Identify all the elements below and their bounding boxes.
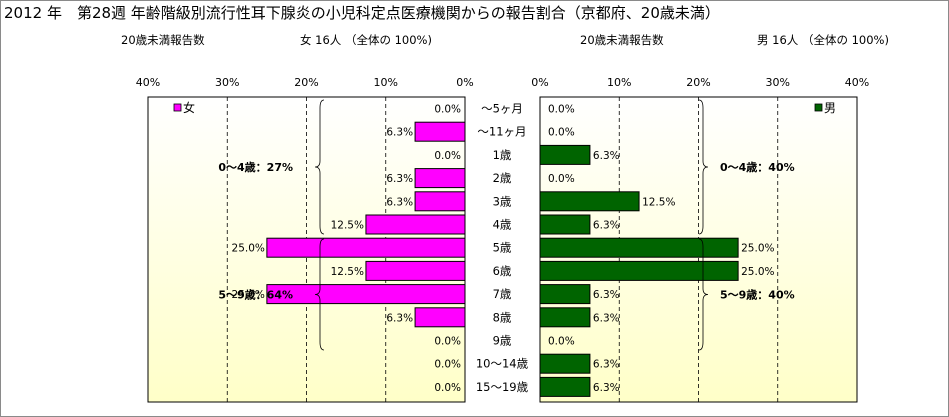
male-annotation: 0～4歳：40%: [720, 160, 795, 174]
male-value-label: 0.0%: [548, 104, 575, 116]
male-tick-label: 40%: [845, 76, 869, 89]
female-bar: [414, 168, 466, 189]
female-annotation: 5～9歳：64%: [218, 288, 293, 302]
female-bracket: [314, 238, 325, 351]
female-value-label: 6.3%: [386, 127, 413, 139]
male-value-label: 0.0%: [548, 173, 575, 185]
female-bar: [365, 214, 466, 235]
male-bracket: [698, 238, 709, 351]
male-value-label: 6.3%: [593, 220, 620, 232]
male-value-label: 6.3%: [593, 312, 620, 324]
female-value-label: 12.5%: [331, 266, 364, 278]
male-bar: [539, 376, 591, 397]
male-bar: [539, 191, 640, 212]
male-value-label: 25.0%: [741, 243, 774, 255]
female-bar: [365, 260, 466, 281]
male-tick-label: 20%: [686, 76, 710, 89]
female-value-label: 6.3%: [386, 173, 413, 185]
female-tick-label: 10%: [374, 76, 398, 89]
male-bar: [539, 284, 591, 305]
female-bar: [266, 237, 466, 258]
male-legend-swatch: [814, 103, 823, 112]
female-value-label: 12.5%: [331, 220, 364, 232]
female-value-label: 0.0%: [434, 104, 461, 116]
age-category-label: 9歳: [493, 334, 512, 348]
female-legend: 女: [173, 100, 195, 115]
male-value-label: 0.0%: [548, 127, 575, 139]
male-annotation: 5～9歳：40%: [720, 288, 795, 302]
male-value-label: 12.5%: [642, 196, 675, 208]
male-tick-label: 0%: [531, 76, 548, 89]
left-report-summary: 女 16人 （全体の 100%): [300, 33, 432, 47]
female-bracket: [314, 99, 325, 235]
male-tick-label: 10%: [607, 76, 631, 89]
age-category-label: 8歳: [493, 310, 512, 324]
male-value-label: 6.3%: [593, 289, 620, 301]
age-category-label: 15～19歳: [476, 380, 529, 394]
male-legend: 男: [814, 101, 836, 115]
right-report-summary: 男 16人 （全体の 100%): [757, 33, 889, 47]
female-annotation: 0～4歳：27%: [218, 160, 293, 174]
right-report-label: 20歳未満報告数: [580, 33, 664, 47]
left-report-label: 20歳未満報告数: [121, 33, 205, 47]
female-value-label: 25.0%: [232, 289, 265, 301]
male-bar: [539, 307, 591, 328]
female-bar: [414, 191, 466, 212]
age-category-label: 1歳: [493, 148, 512, 162]
female-tick-label: 30%: [215, 76, 239, 89]
age-category-label: 10～14歳: [476, 357, 529, 371]
female-legend-swatch: [173, 103, 182, 112]
female-value-label: 0.0%: [434, 336, 461, 348]
age-category-label: 7歳: [493, 287, 512, 301]
male-bar: [539, 237, 739, 258]
male-bar: [539, 214, 591, 235]
age-category-label: 6歳: [493, 264, 512, 278]
male-value-label: 0.0%: [548, 336, 575, 348]
female-value-label: 0.0%: [434, 150, 461, 162]
male-bar: [539, 260, 739, 281]
female-bar: [414, 307, 466, 328]
female-value-label: 0.0%: [434, 382, 461, 394]
female-tick-label: 0%: [456, 76, 473, 89]
age-category-label: ～5ヶ月: [481, 102, 523, 116]
female-value-label: 6.3%: [386, 196, 413, 208]
male-value-label: 6.3%: [593, 150, 620, 162]
male-bracket: [698, 99, 709, 235]
female-tick-label: 20%: [294, 76, 318, 89]
age-category-label: 5歳: [493, 241, 512, 255]
chart-title: 2012 年 第28週 年齢階級別流行性耳下腺炎の小児科定点医療機関からの報告割…: [4, 4, 720, 22]
female-bar: [414, 121, 466, 142]
male-tick-label: 30%: [766, 76, 790, 89]
male-value-label: 25.0%: [741, 266, 774, 278]
age-category-label: 2歳: [493, 171, 512, 185]
female-tick-label: 40%: [136, 76, 160, 89]
female-legend-label: 女: [183, 100, 195, 115]
age-category-label: ～11ヶ月: [477, 125, 526, 139]
female-bar: [266, 284, 466, 305]
male-legend-label: 男: [824, 101, 836, 115]
male-bar: [539, 144, 591, 165]
age-category-label: 3歳: [493, 194, 512, 208]
female-value-label: 6.3%: [386, 312, 413, 324]
male-value-label: 6.3%: [593, 382, 620, 394]
female-value-label: 0.0%: [434, 359, 461, 371]
female-value-label: 25.0%: [232, 243, 265, 255]
male-value-label: 6.3%: [593, 359, 620, 371]
male-bar: [539, 353, 591, 374]
age-category-label: 4歳: [493, 218, 512, 232]
